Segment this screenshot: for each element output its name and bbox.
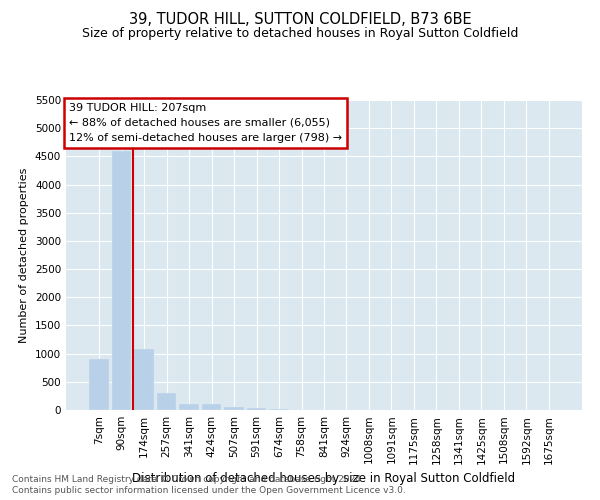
Text: 39 TUDOR HILL: 207sqm
← 88% of detached houses are smaller (6,055)
12% of semi-d: 39 TUDOR HILL: 207sqm ← 88% of detached … — [68, 103, 342, 142]
Bar — [202, 404, 221, 410]
Bar — [247, 408, 266, 410]
Bar — [112, 150, 131, 410]
Bar — [89, 360, 109, 410]
Text: Contains public sector information licensed under the Open Government Licence v3: Contains public sector information licen… — [12, 486, 406, 495]
Bar — [224, 407, 244, 410]
Text: Contains HM Land Registry data © Crown copyright and database right 2024.: Contains HM Land Registry data © Crown c… — [12, 475, 364, 484]
Bar — [179, 404, 199, 410]
Y-axis label: Number of detached properties: Number of detached properties — [19, 168, 29, 342]
Bar — [157, 393, 176, 410]
Text: Size of property relative to detached houses in Royal Sutton Coldfield: Size of property relative to detached ho… — [82, 28, 518, 40]
X-axis label: Distribution of detached houses by size in Royal Sutton Coldfield: Distribution of detached houses by size … — [133, 472, 515, 485]
Text: 39, TUDOR HILL, SUTTON COLDFIELD, B73 6BE: 39, TUDOR HILL, SUTTON COLDFIELD, B73 6B… — [128, 12, 472, 28]
Bar — [269, 409, 289, 410]
Bar — [134, 349, 154, 410]
